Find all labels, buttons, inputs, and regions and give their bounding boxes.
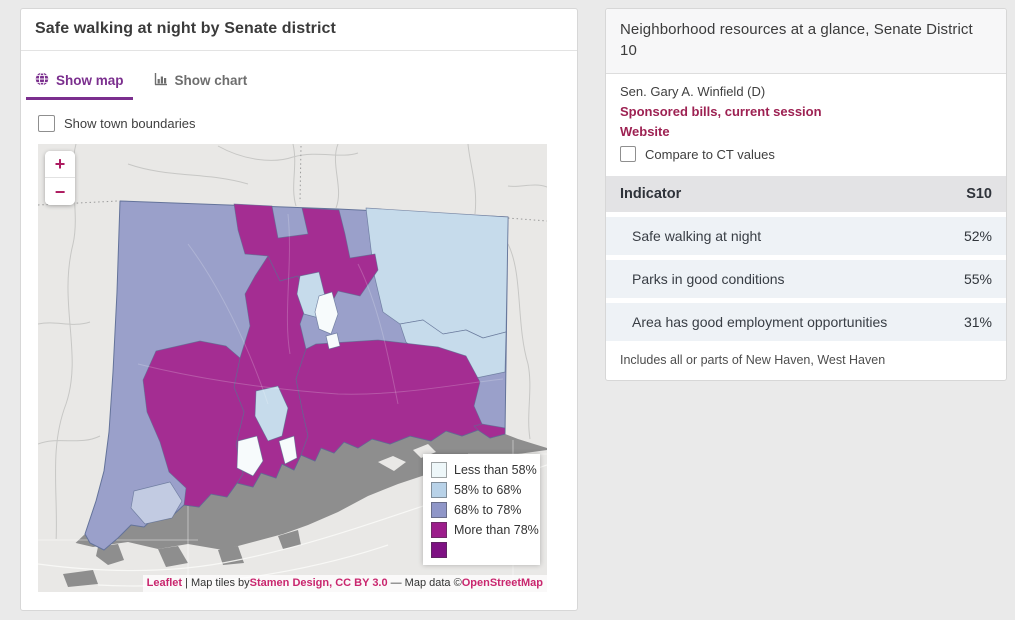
row-label: Safe walking at night xyxy=(632,228,762,245)
attribution-tiles-text: Map tiles by xyxy=(190,577,250,589)
row-value: 55% xyxy=(963,271,992,288)
legend-item: 68% to 78% xyxy=(431,502,533,518)
sponsored-bills-link[interactable]: Sponsored bills, current session xyxy=(620,104,822,120)
district-hartford-under-58[interactable] xyxy=(314,291,339,335)
website-link[interactable]: Website xyxy=(620,124,670,140)
district-west-over-78[interactable] xyxy=(142,340,245,508)
town-boundaries-checkbox[interactable] xyxy=(38,115,55,132)
zoom-in-button[interactable]: + xyxy=(45,151,75,178)
legend-label: Less than 58% xyxy=(454,463,537,477)
stamen-link[interactable]: Stamen Design, CC BY 3.0 xyxy=(249,577,388,589)
table-header: Indicator S10 xyxy=(606,176,1006,213)
map-attribution: Leaflet | Map tiles byStamen Design, CC BY… xyxy=(142,575,547,592)
state-roads xyxy=(137,213,504,405)
panel-title: Safe walking at night by Senate district xyxy=(21,9,577,51)
map-panel-card: Safe walking at night by Senate district… xyxy=(20,8,578,611)
globe-icon xyxy=(35,72,49,89)
leaflet-map[interactable]: + − xyxy=(38,144,547,592)
legend-swatch-68-78 xyxy=(431,502,447,518)
header-district: S10 xyxy=(966,186,992,203)
bar-chart-icon xyxy=(154,72,168,89)
choropleth-map-svg xyxy=(38,144,547,592)
indicators-table: Indicator S10 Safe walking at night 52% … xyxy=(606,176,1006,342)
district-se-corner-over-78[interactable] xyxy=(473,423,506,439)
tab-show-map-label: Show map xyxy=(56,73,124,88)
resources-panel-card: Neighborhood resources at a glance, Sena… xyxy=(605,8,1007,382)
compare-ct-checkbox[interactable] xyxy=(620,146,636,163)
tab-show-chart-label: Show chart xyxy=(174,73,248,88)
map-zoom-control: + − xyxy=(45,151,75,205)
district-panhandle-light[interactable] xyxy=(130,481,183,525)
legend-item: More than 78% xyxy=(431,522,539,538)
leaflet-link[interactable]: Leaflet xyxy=(146,577,183,589)
table-row: Area has good employment opportunities 3… xyxy=(606,303,1006,342)
header-indicator: Indicator xyxy=(620,186,682,203)
senator-info: Sen. Gary A. Winfield (D) Sponsored bill… xyxy=(606,74,1006,176)
small-islands xyxy=(378,444,436,471)
town-boundaries-label: Show town boundaries xyxy=(64,116,196,131)
legend-item: 58% to 68% xyxy=(431,482,533,498)
table-row: Safe walking at night 52% xyxy=(606,217,1006,256)
town-boundaries-row: Show town boundaries xyxy=(38,115,577,132)
basemap-roads xyxy=(38,144,547,592)
legend-swatch-58-68 xyxy=(431,482,447,498)
legend-item: Less than 58% xyxy=(431,462,537,478)
openstreetmap-link[interactable]: OpenStreetMap xyxy=(461,577,543,589)
resources-panel-title: Neighborhood resources at a glance, Sena… xyxy=(606,9,1006,75)
legend-item xyxy=(431,542,533,558)
legend-swatch-under-58 xyxy=(431,462,447,478)
legend-label: More than 78% xyxy=(454,523,539,537)
district-newhaven-east-under-58[interactable] xyxy=(278,435,298,465)
tab-show-map[interactable]: Show map xyxy=(26,67,133,100)
legend-label: 58% to 68% xyxy=(454,483,522,497)
district-southeast-over-78[interactable] xyxy=(295,339,483,462)
zoom-out-button[interactable]: − xyxy=(45,178,75,205)
footnote: Includes all or parts of New Haven, West… xyxy=(620,353,886,368)
senate-districts xyxy=(84,200,509,551)
legend-swatch-selected xyxy=(431,542,447,558)
view-tabs: Show map Show chart xyxy=(26,67,577,100)
row-label: Area has good employment opportunities xyxy=(632,314,888,331)
district-newhaven-58-68[interactable] xyxy=(254,385,289,442)
compare-ct-label: Compare to CT values xyxy=(645,146,775,162)
tab-show-chart[interactable]: Show chart xyxy=(145,67,257,100)
senator-name: Sen. Gary A. Winfield (D) xyxy=(620,84,766,100)
map-legend: Less than 58% 58% to 68% 68% to 78% More… xyxy=(423,454,540,565)
attribution-separator: | xyxy=(185,577,188,589)
attribution-data-text: — Map data © xyxy=(390,577,462,589)
table-row: Parks in good conditions 55% xyxy=(606,260,1006,299)
row-value: 31% xyxy=(963,314,992,331)
district-newhaven-under-58[interactable] xyxy=(236,435,264,477)
district-hartford-small-under-58[interactable] xyxy=(325,332,341,350)
legend-swatch-over-78 xyxy=(431,522,447,538)
row-value: 52% xyxy=(963,228,992,245)
row-label: Parks in good conditions xyxy=(632,271,785,288)
compare-ct-row: Compare to CT values xyxy=(620,146,992,163)
legend-label: 68% to 78% xyxy=(454,503,522,517)
